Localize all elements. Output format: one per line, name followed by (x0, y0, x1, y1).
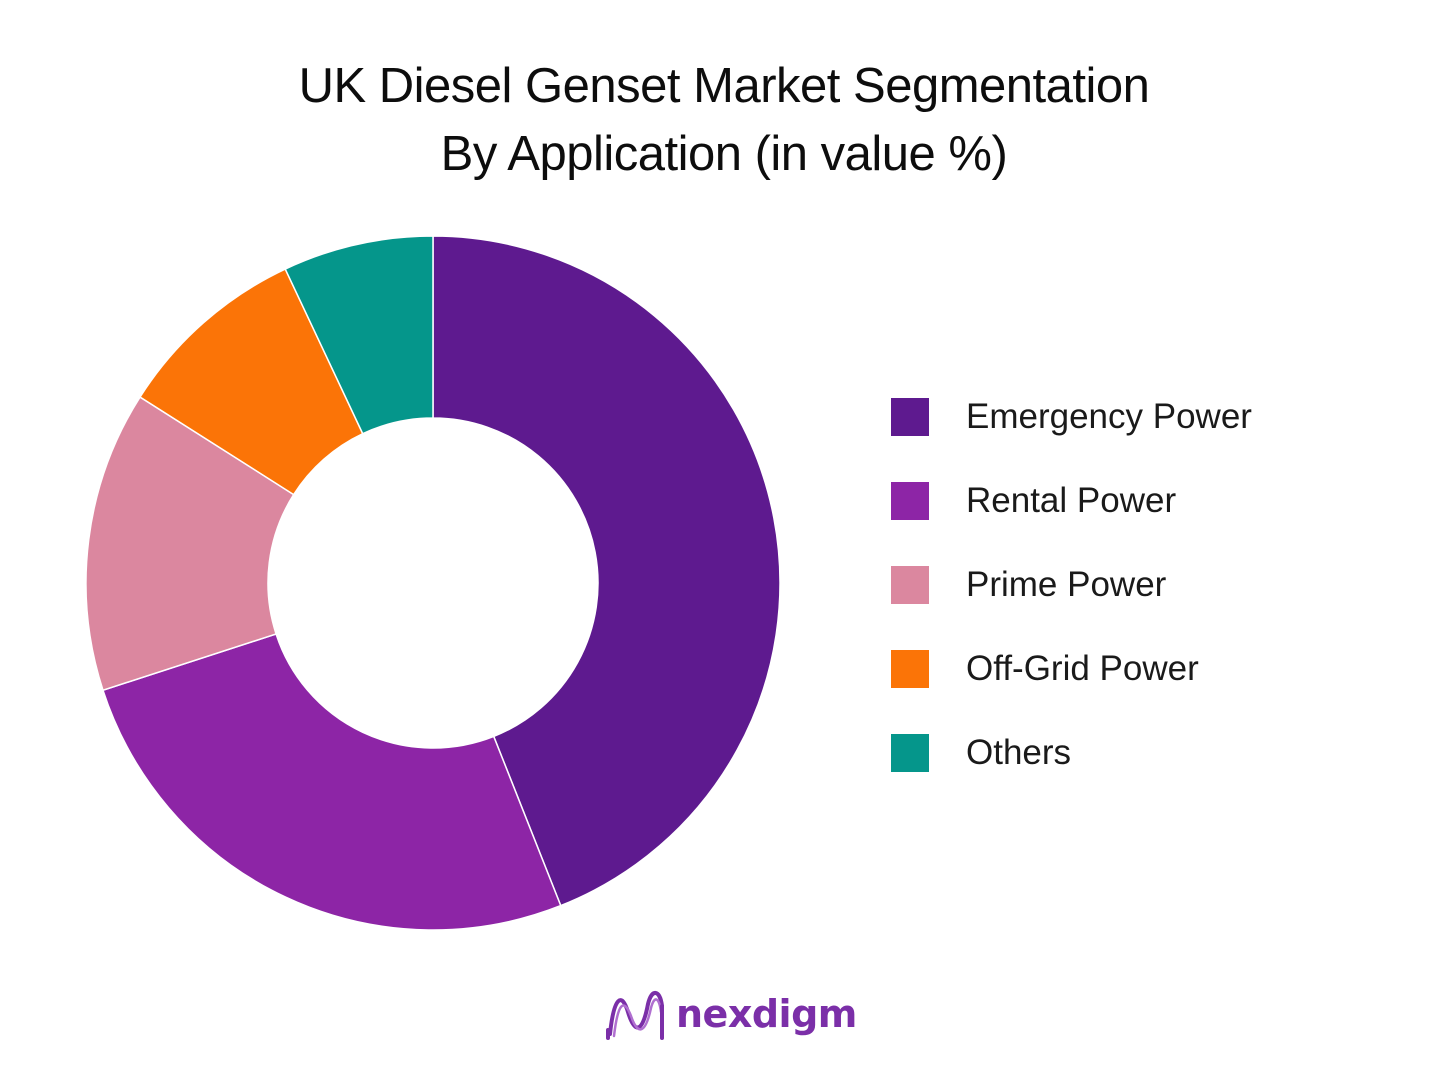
legend-item-off-grid-power: Off-Grid Power (891, 650, 1252, 734)
slice-prime-power (85, 396, 295, 692)
legend-swatch-emergency-power (891, 398, 929, 436)
nexdigm-wave-icon (606, 991, 664, 1040)
chart-title: UK Diesel Genset Market Segmentation By … (0, 52, 1448, 188)
slice-rental-power (102, 633, 562, 931)
slice-emergency-power (432, 235, 781, 907)
legend-item-prime-power: Prime Power (891, 566, 1252, 650)
slice-others (284, 235, 434, 435)
legend-item-others: Others (891, 734, 1252, 818)
legend-label-off-grid-power: Off-Grid Power (966, 649, 1199, 688)
chart-title-line-1: UK Diesel Genset Market Segmentation (298, 59, 1150, 113)
logo-text: nexdigm (676, 992, 857, 1036)
legend-swatch-prime-power (891, 566, 929, 604)
legend-label-rental-power: Rental Power (966, 481, 1177, 520)
legend-swatch-rental-power (891, 482, 929, 520)
legend-label-others: Others (966, 733, 1072, 772)
legend-item-rental-power: Rental Power (891, 482, 1252, 566)
legend-swatch-others (891, 734, 929, 772)
legend-swatch-off-grid-power (891, 650, 929, 688)
brand-logo: nexdigm (604, 984, 857, 1044)
legend-item-emergency-power: Emergency Power (891, 398, 1252, 482)
chart-title-line-2: By Application (in value %) (440, 127, 1008, 181)
legend-label-prime-power: Prime Power (966, 565, 1167, 604)
legend-label-emergency-power: Emergency Power (966, 397, 1252, 436)
chart-legend: Emergency Power Rental Power Prime Power Of… (891, 398, 1252, 818)
